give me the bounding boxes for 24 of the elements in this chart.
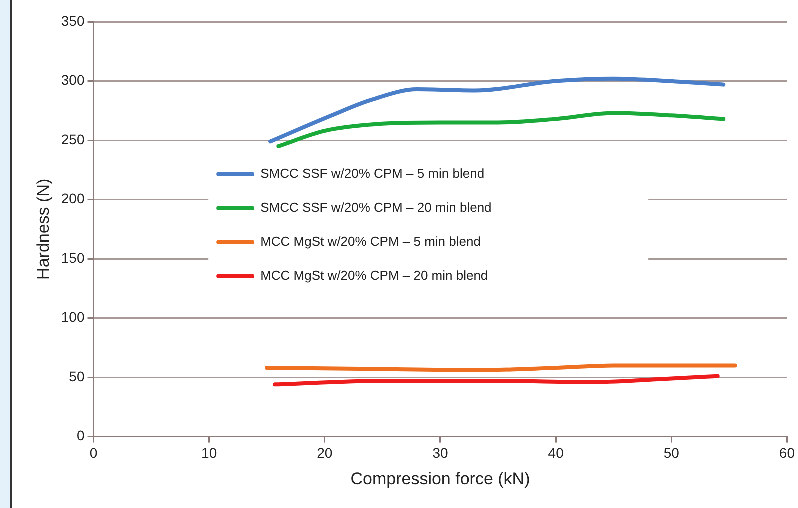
x-tick-label: 20 [317, 445, 333, 462]
legend-label: SMCC SSF w/20% CPM – 5 min blend [260, 166, 485, 181]
y-tick-label: 300 [61, 72, 85, 88]
y-tick-label: 100 [61, 309, 85, 326]
x-tick-label: 40 [548, 445, 564, 462]
y-tick-label: 250 [61, 131, 85, 148]
x-tick-label: 30 [432, 445, 448, 462]
y-tick-label: 150 [61, 250, 85, 266]
y-tick-label: 350 [61, 12, 85, 29]
x-tick-label: 0 [90, 445, 98, 462]
x-tick-label: 10 [202, 445, 218, 462]
line-series [273, 374, 720, 387]
y-axis-title: Hardness (N) [34, 178, 53, 280]
y-tick-label: 0 [76, 428, 85, 444]
x-tick-label: 60 [779, 445, 796, 462]
x-axis-title: Compression force (kN) [350, 469, 530, 488]
x-tick-label: 50 [664, 445, 680, 462]
line-series [268, 76, 726, 144]
line-series [276, 111, 726, 148]
legend-label: MCC MgSt w/20% CPM – 20 min blend [260, 268, 488, 283]
legend-label: MCC MgSt w/20% CPM – 5 min blend [260, 234, 481, 249]
y-tick-label: 50 [69, 368, 85, 384]
legend-label: SMCC SSF w/20% CPM – 20 min blend [260, 200, 492, 215]
y-tick-label: 200 [61, 190, 85, 207]
